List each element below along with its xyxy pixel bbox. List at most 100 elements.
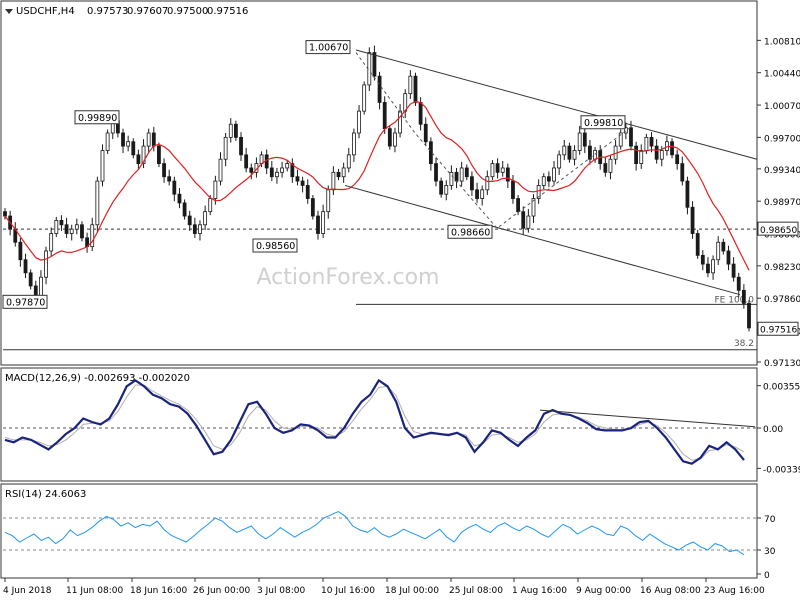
swing-label: 0.99810 — [584, 118, 623, 129]
candle-body — [434, 163, 438, 182]
macd-title: MACD(12,26,9) -0.002693 -0.002020 — [5, 373, 190, 384]
swing-label: 0.98660 — [451, 227, 490, 238]
swing-label-box — [2, 294, 48, 309]
candle-body — [18, 241, 23, 261]
candle-body — [721, 241, 726, 252]
price-tick-label: 1.00440 — [764, 70, 800, 80]
channel-upper-line — [355, 49, 758, 160]
price-tick-label: 1.00810 — [764, 37, 800, 47]
time-tick-label: 18 Jul 00:00 — [385, 586, 439, 596]
price-panel — [0, 0, 758, 366]
candle-body — [280, 167, 284, 173]
candle-body — [582, 132, 587, 147]
candle-body — [690, 206, 695, 234]
candle-body — [526, 215, 531, 229]
channel-lower-line — [344, 184, 741, 296]
candle-body — [321, 211, 326, 234]
candle-body — [685, 180, 690, 208]
price-tick-label: 0.97130 — [764, 359, 800, 369]
candle-body — [131, 141, 136, 156]
candle-body — [413, 75, 418, 103]
candle-body — [223, 136, 228, 160]
fe382-label: 38.2 — [734, 339, 754, 349]
candle-body — [675, 154, 680, 164]
candle-body — [428, 141, 433, 164]
candle-body — [382, 102, 387, 130]
macd-tick-label: 0.00 — [763, 425, 783, 435]
candle-body — [105, 132, 110, 151]
candle-body — [23, 259, 28, 274]
candle-body — [90, 224, 95, 248]
candle-body — [505, 167, 510, 182]
fe100-label: FE 100.0 — [715, 295, 755, 305]
macd-tick-label: -0.003391 — [763, 465, 800, 475]
macd-line — [4, 378, 745, 465]
candle-body — [336, 171, 341, 178]
candle-body — [167, 176, 172, 182]
candle-body — [747, 303, 751, 329]
candle-body — [485, 176, 490, 191]
candle-body — [198, 224, 202, 234]
time-axis: 4 Jun 2018 11 Jun 08:00 18 Jun 16:00 26 Jun… — [3, 578, 765, 596]
candle-body — [593, 150, 597, 160]
candle-body — [444, 185, 449, 195]
swing-connector — [355, 52, 631, 229]
candle-body — [711, 259, 715, 274]
candle-body — [423, 123, 428, 143]
candle-body — [244, 154, 249, 169]
collapse-triangle-icon[interactable] — [5, 9, 13, 14]
candle-body — [567, 145, 572, 160]
candle-body — [557, 154, 562, 169]
candle-body — [480, 189, 485, 199]
candle-body — [634, 145, 639, 164]
rsi-plot — [3, 511, 757, 556]
candle-body — [146, 132, 151, 147]
time-tick-label: 11 Jun 08:00 — [66, 586, 123, 596]
candle-body — [726, 250, 731, 265]
time-tick-label: 1 Aug 16:00 — [512, 586, 567, 596]
candle-body — [659, 150, 664, 160]
price-header: USDCHF,H4 0.97573 0.97607 0.97500 0.9751… — [5, 6, 248, 17]
rsi-title: RSI(14) 24.6063 — [5, 489, 86, 500]
candle-body — [741, 289, 746, 304]
symbol-label: USDCHF,H4 — [16, 6, 75, 17]
candle-body — [516, 198, 521, 213]
candle-body — [172, 180, 177, 195]
swing-label: 0.97870 — [6, 297, 45, 308]
rsi-tick-label: 70 — [764, 515, 776, 525]
candle-body — [546, 176, 551, 182]
candle-body — [233, 123, 238, 138]
time-tick-label: 18 Jun 16:00 — [130, 586, 187, 596]
candle-body — [639, 150, 644, 164]
swing-label: 1.00670 — [309, 43, 348, 54]
candle-body — [418, 102, 423, 125]
time-tick-label: 9 Aug 00:00 — [576, 586, 631, 596]
candle-body — [490, 163, 495, 178]
candle-body — [408, 75, 413, 95]
candle-body — [700, 254, 705, 265]
candle-body — [239, 136, 243, 156]
candle-body — [310, 198, 315, 217]
price-plot: FE 100.0 38.2 1.00670 0.99890 0.99810 0.98560… — [2, 40, 758, 351]
swing-label-box — [580, 115, 626, 130]
price-tick-label: 0.99340 — [764, 166, 800, 176]
candle-body — [541, 176, 546, 186]
swing-label: 0.98560 — [256, 241, 295, 252]
price-tick-label: 0.99700 — [764, 134, 800, 144]
candle-body — [454, 171, 459, 182]
time-tick-label: 23 Aug 16:00 — [704, 586, 765, 596]
candle-body — [449, 171, 454, 186]
candle-body — [100, 150, 105, 182]
macd-tick-label: 0.003556 — [763, 383, 800, 393]
price-tick-label: 1.00070 — [764, 102, 800, 112]
candle-body — [126, 141, 131, 147]
candle-body — [177, 193, 182, 204]
candle-body — [644, 136, 649, 151]
candle-body — [3, 211, 7, 217]
candle-body — [208, 198, 213, 213]
price-tick-label: 0.97860 — [764, 295, 800, 305]
time-tick-label: 16 Aug 08:00 — [640, 586, 701, 596]
candle-body — [54, 220, 59, 234]
candle-body — [464, 167, 469, 178]
